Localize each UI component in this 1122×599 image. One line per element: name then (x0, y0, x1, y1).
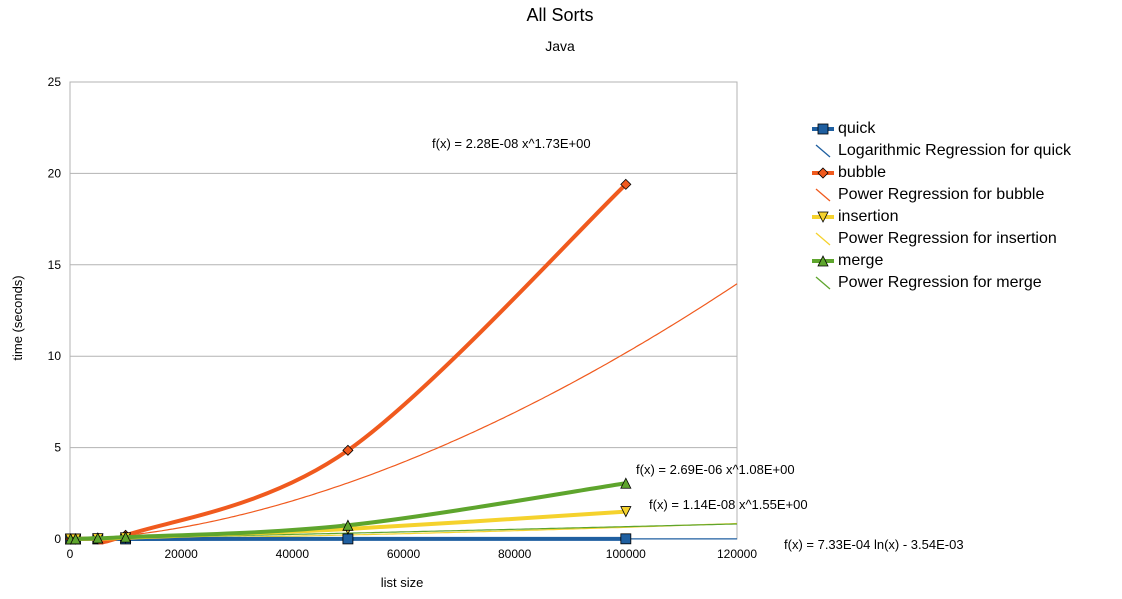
y-axis-label: time (seconds) (10, 275, 25, 360)
legend-symbol-icon (812, 255, 834, 267)
data-point-quick (342, 533, 354, 545)
legend-label: Power Regression for bubble (838, 186, 1045, 203)
x-tick-label: 0 (67, 547, 74, 561)
legend-symbol-icon (815, 188, 831, 202)
x-tick-label: 60000 (387, 547, 421, 561)
legend-symbol-icon (812, 123, 834, 135)
chart-title: All Sorts (526, 5, 593, 25)
legend-line (815, 276, 831, 290)
legend-label: Power Regression for insertion (838, 230, 1057, 247)
x-tick-label: 40000 (276, 547, 310, 561)
legend-line (815, 188, 831, 202)
x-axis-label: list size (381, 575, 424, 590)
legend-item: insertion (812, 207, 1112, 226)
data-point-insertion (620, 506, 632, 518)
legend-label: Power Regression for merge (838, 274, 1042, 291)
regression-line-1 (70, 283, 738, 540)
data-point-merge (119, 531, 132, 543)
legend-symbol-icon (815, 232, 831, 246)
x-tick-label: 120000 (717, 547, 757, 561)
y-tick-label: 10 (48, 349, 62, 363)
legend-label: Logarithmic Regression for quick (838, 142, 1071, 159)
data-point-merge (620, 477, 632, 489)
legend-label: bubble (838, 164, 887, 181)
x-tick-label: 100000 (606, 547, 646, 561)
legend-label: merge (838, 252, 884, 269)
equation-label: f(x) = 1.14E-08 x^1.55E+00 (649, 497, 808, 512)
y-tick-label: 20 (48, 166, 62, 180)
legend-label: quick (838, 120, 876, 137)
legend-line (815, 232, 831, 246)
legend-line (815, 144, 831, 158)
equation-label: f(x) = 2.28E-08 x^1.73E+00 (432, 136, 591, 151)
data-point-merge (92, 532, 104, 544)
data-point-merge (69, 533, 82, 545)
y-tick-label: 15 (48, 258, 62, 272)
legend-symbol-icon (812, 167, 834, 179)
chart-legend: quick Logarithmic Regression for quick bub… (812, 119, 1112, 295)
legend-item: Logarithmic Regression for quick (812, 141, 1112, 160)
data-point-bubble (342, 444, 354, 456)
legend-item: Power Regression for merge (812, 273, 1112, 292)
legend-item: Power Regression for insertion (812, 229, 1112, 248)
series-line-bubble (70, 182, 628, 545)
x-tick-label: 20000 (164, 547, 198, 561)
legend-marker (817, 211, 829, 223)
legend-marker (817, 123, 829, 135)
plot-area: 0 5 10 15 20 25 0 20000 40000 60000 80000 100000 120… (48, 75, 964, 561)
data-point-quick (620, 533, 632, 545)
legend-symbol-icon (815, 276, 831, 290)
y-tick-label: 0 (54, 532, 61, 546)
legend-symbol-icon (812, 211, 834, 223)
equation-label: f(x) = 7.33E-04 ln(x) - 3.54E-03 (784, 537, 964, 552)
legend-item: Power Regression for bubble (812, 185, 1112, 204)
y-tick-label: 25 (48, 75, 62, 89)
legend-marker (817, 255, 829, 267)
y-tick-label: 5 (54, 441, 61, 455)
legend-label: insertion (838, 208, 899, 225)
legend-item: quick (812, 119, 1112, 138)
chart-subtitle: Java (545, 38, 575, 54)
legend-item: bubble (812, 163, 1112, 182)
legend-item: merge (812, 251, 1112, 270)
legend-marker (817, 167, 829, 179)
equation-label: f(x) = 2.69E-06 x^1.08E+00 (636, 462, 795, 477)
x-tick-label: 80000 (498, 547, 532, 561)
legend-symbol-icon (815, 144, 831, 158)
data-point-merge (342, 519, 354, 531)
data-point-bubble (620, 178, 632, 190)
